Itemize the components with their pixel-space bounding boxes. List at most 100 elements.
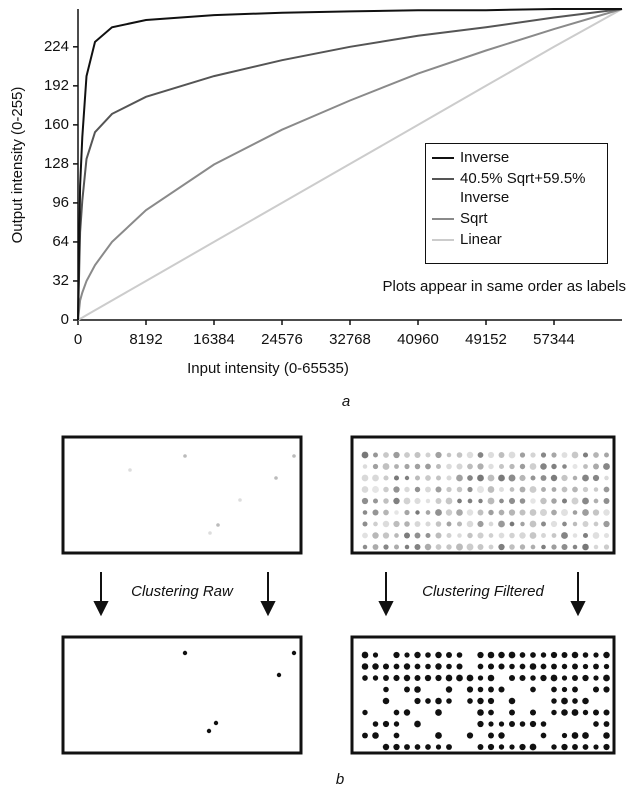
spot [583,521,589,527]
legend-item: 40.5% Sqrt+59.5% Inverse [432,169,601,207]
spot [457,452,463,458]
spot [509,710,515,716]
spot [572,709,579,716]
spot [489,545,494,550]
spot [562,487,568,493]
spot [383,675,389,681]
spot [435,509,442,516]
spot [572,687,578,693]
spot [489,522,494,527]
spot [488,744,494,750]
spot [393,652,399,658]
spot [373,652,378,657]
spot [415,675,421,681]
spot [499,721,504,726]
spot [604,498,610,504]
x-tick-label: 49152 [465,331,507,348]
spot [383,463,390,470]
spot [604,721,610,727]
spot [593,664,599,670]
spot [604,453,609,458]
spot [372,732,379,739]
y-tick-label: 160 [44,116,69,133]
spot [477,486,484,493]
spot [582,675,588,681]
arrow-head [262,602,274,614]
spot [383,744,389,750]
spot [415,475,420,480]
spot [478,744,484,750]
spot [541,721,547,727]
spot [603,675,610,682]
spot [488,652,495,659]
spot [415,521,421,527]
spot [541,452,546,457]
spot [362,710,367,715]
spot [509,498,515,504]
spot [426,533,431,538]
spot [488,452,494,458]
spot [183,454,187,458]
spot [562,499,567,504]
spot [593,532,600,539]
spot [510,522,515,527]
spot [530,652,536,658]
spot [383,475,388,480]
spot [435,652,442,659]
spot [499,510,505,516]
spot [467,521,474,528]
spot [530,498,535,503]
spot [603,652,609,658]
spot [415,487,420,492]
spot [425,744,431,750]
spot [214,721,218,725]
legend-swatch [432,178,454,180]
spot [373,721,379,727]
spot [488,475,495,482]
spot [562,464,567,469]
spot [488,486,495,493]
spot [561,509,568,516]
spot [499,452,505,458]
spot [404,464,409,469]
spot [540,498,546,504]
step-label: Clustering Filtered [422,583,544,600]
spot [447,522,452,527]
spot [394,464,399,469]
panel-label: a [342,393,350,410]
spot [373,522,378,527]
spot [593,452,599,458]
spot [593,509,599,515]
spot [363,464,368,469]
spot [414,544,420,550]
spot [477,475,484,482]
spot [604,487,610,493]
spot [436,498,442,504]
spot [603,463,610,470]
spot [238,498,242,502]
spot [414,452,420,458]
spot [531,545,536,550]
x-tick-label: 32768 [329,331,371,348]
spot [551,452,556,457]
spot [530,721,536,727]
spot [394,533,399,538]
spot [362,498,368,504]
spot [530,532,537,539]
arrow-head [572,602,584,614]
spot [593,652,598,657]
legend-item: Inverse [432,148,601,167]
spot [583,487,588,492]
spot [520,544,525,549]
spot [593,686,599,692]
spot [414,721,421,728]
spot [457,487,462,492]
spot [561,532,568,539]
spot [520,652,526,658]
spot [561,544,567,550]
legend-item: Linear [432,230,601,249]
spot [467,533,472,538]
spot [477,521,483,527]
spot [372,475,379,482]
